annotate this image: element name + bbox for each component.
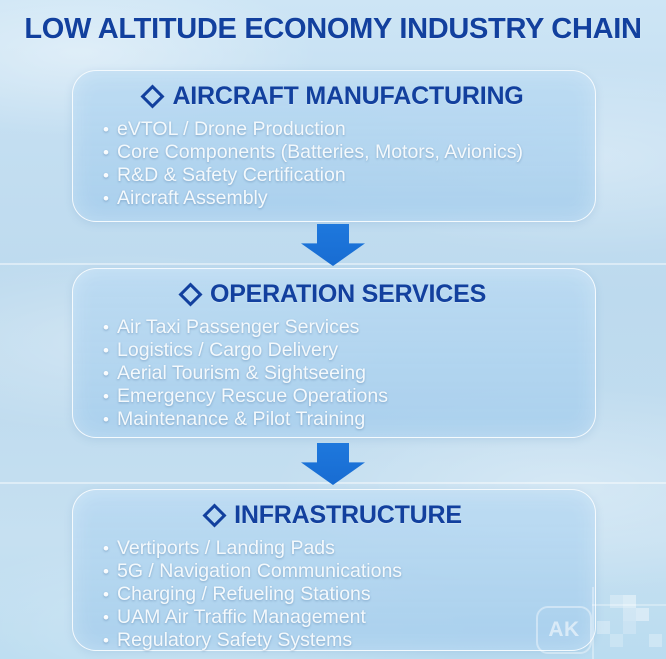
list-item-label: Maintenance & Pilot Training	[117, 408, 366, 430]
section-infrastructure: INFRASTRUCTURE • Vertiports / Landing Pad…	[72, 489, 596, 651]
bullet-dot: •	[103, 585, 109, 604]
bullet-dot: •	[103, 143, 109, 162]
list-item: • Air Taxi Passenger Services	[103, 316, 577, 339]
bullet-dot: •	[103, 410, 109, 429]
pixel-block	[623, 595, 636, 608]
list-item: • 5G / Navigation Communications	[103, 560, 577, 583]
pixel-block	[610, 634, 623, 647]
list-item-label: Charging / Refueling Stations	[117, 583, 371, 605]
bullet-dot: •	[103, 341, 109, 360]
down-arrow-icon	[301, 224, 365, 266]
section-heading-label: OPERATION SERVICES	[209, 280, 487, 308]
list-item: • Aircraft Assembly	[103, 187, 577, 210]
list-item-label: R&D & Safety Certification	[117, 164, 346, 186]
list-item-label: Logistics / Cargo Delivery	[117, 339, 339, 361]
list-item: • Emergency Rescue Operations	[103, 385, 577, 408]
bullet-dot: •	[103, 539, 109, 558]
bullet-dot: •	[103, 631, 109, 650]
bullet-dot: •	[103, 166, 109, 185]
list-item-label: Vertiports / Landing Pads	[117, 537, 335, 559]
list-item: • Vertiports / Landing Pads	[103, 537, 577, 560]
list-item-label: Emergency Rescue Operations	[117, 385, 388, 407]
list-item-label: UAM Air Traffic Management	[117, 606, 366, 628]
page-title: LOW ALTITUDE ECONOMY INDUSTRY CHAIN	[24, 13, 642, 45]
section-aircraft-manufacturing: AIRCRAFT MANUFACTURING • eVTOL / Drone Pr…	[72, 70, 596, 222]
bullet-dot: •	[103, 608, 109, 627]
bullet-dot: •	[103, 387, 109, 406]
down-arrow-icon	[301, 443, 365, 485]
pixel-block	[649, 634, 662, 647]
section-heading-label: INFRASTRUCTURE	[234, 501, 462, 529]
diamond-icon	[178, 282, 203, 307]
list-item-label: Regulatory Safety Systems	[117, 629, 353, 651]
bullet-dot: •	[103, 189, 109, 208]
list-item: • Regulatory Safety Systems	[103, 629, 577, 652]
section-heading: INFRASTRUCTURE	[73, 501, 595, 530]
list-item: • eVTOL / Drone Production	[103, 118, 577, 141]
list-item: • R&D & Safety Certification	[103, 164, 577, 187]
list-item-label: Aerial Tourism & Sightseeing	[117, 362, 366, 384]
section-operation-services: OPERATION SERVICES • Air Taxi Passenger S…	[72, 268, 596, 438]
list-item: • Core Components (Batteries, Motors, Avi…	[103, 141, 577, 164]
pixel-block	[623, 621, 636, 634]
list-item-label: Air Taxi Passenger Services	[117, 316, 360, 338]
list-item-label: eVTOL / Drone Production	[117, 118, 346, 140]
list-item-label: 5G / Navigation Communications	[117, 560, 403, 582]
diamond-icon	[140, 84, 165, 109]
section-heading: AIRCRAFT MANUFACTURING	[73, 82, 595, 111]
bullet-dot: •	[103, 364, 109, 383]
watermark-pixel-mosaic	[596, 587, 666, 659]
pixel-block	[597, 621, 610, 634]
list-item-label: Core Components (Batteries, Motors, Avio…	[117, 141, 524, 163]
list-item: • Logistics / Cargo Delivery	[103, 339, 577, 362]
list-item: • Aerial Tourism & Sightseeing	[103, 362, 577, 385]
section-heading: OPERATION SERVICES	[73, 280, 595, 309]
pixel-block	[623, 608, 636, 621]
section-heading-label: AIRCRAFT MANUFACTURING	[172, 82, 524, 110]
bullet-list: • Air Taxi Passenger Services • Logistics …	[73, 316, 595, 431]
pixel-block	[610, 595, 623, 608]
pixel-block	[636, 608, 649, 621]
bullet-dot: •	[103, 562, 109, 581]
watermark-line	[592, 604, 666, 606]
list-item: • Charging / Refueling Stations	[103, 583, 577, 606]
list-item-label: Aircraft Assembly	[117, 187, 268, 209]
bullet-dot: •	[103, 120, 109, 139]
bullet-list: • Vertiports / Landing Pads • 5G / Navigat…	[73, 537, 595, 652]
list-item: • UAM Air Traffic Management	[103, 606, 577, 629]
list-item: • Maintenance & Pilot Training	[103, 408, 577, 431]
bullet-dot: •	[103, 318, 109, 337]
diamond-icon	[202, 503, 227, 528]
bullet-list: • eVTOL / Drone Production • Core Componen…	[73, 118, 595, 210]
